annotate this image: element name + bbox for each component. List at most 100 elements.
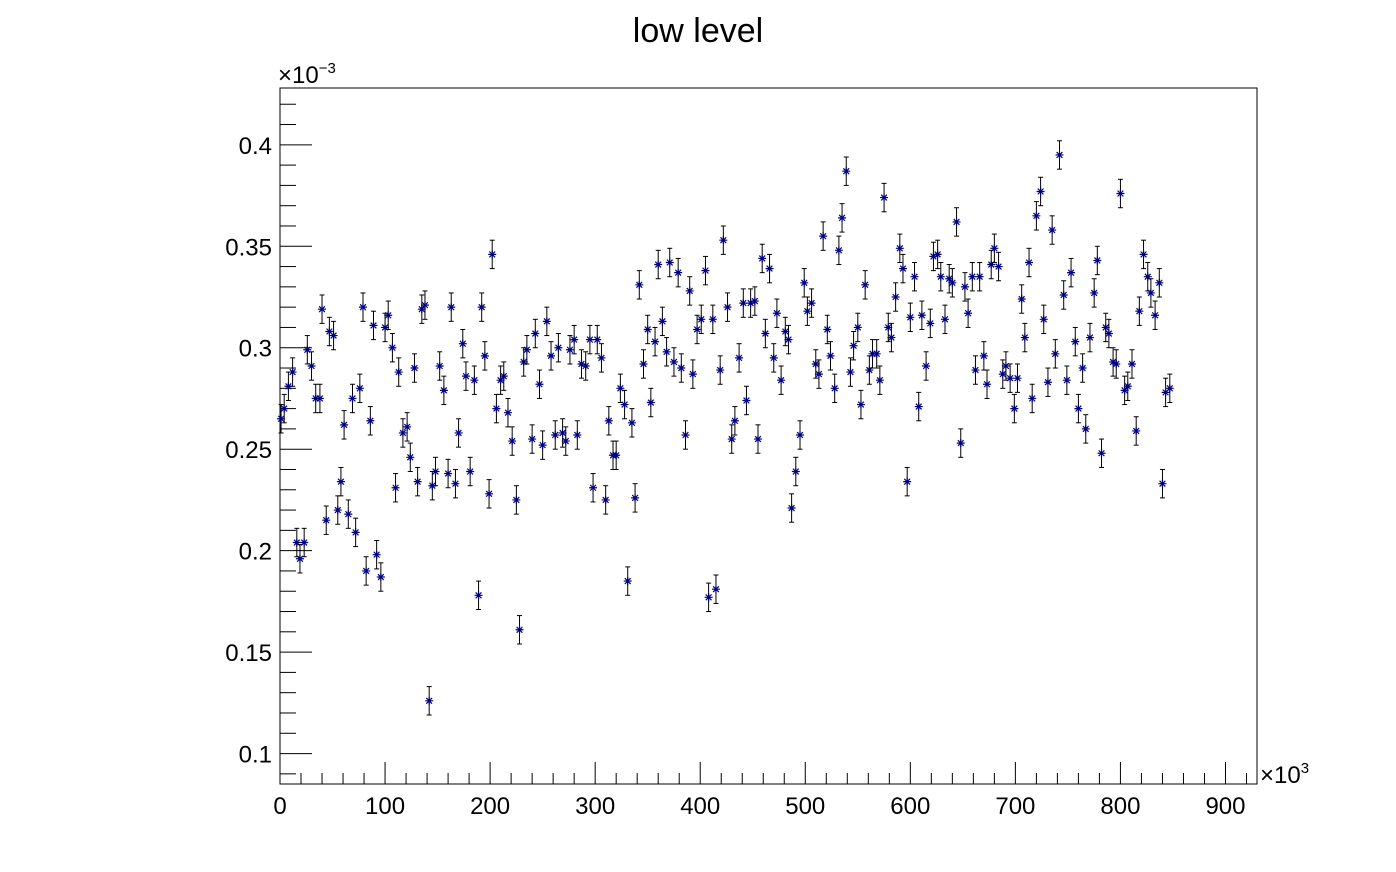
star-marker (492, 404, 501, 413)
data-point (280, 393, 289, 424)
star-marker (739, 299, 748, 308)
data-point (627, 408, 636, 438)
data-point (1104, 318, 1113, 349)
star-marker (444, 469, 453, 478)
data-point (1093, 245, 1102, 276)
star-marker (336, 477, 345, 486)
data-point (651, 326, 660, 357)
star-marker (926, 319, 935, 328)
star-marker (1090, 288, 1099, 297)
data-point (826, 341, 835, 371)
data-point (1101, 312, 1110, 343)
star-marker (787, 504, 796, 513)
star-marker (515, 625, 524, 634)
star-marker (704, 593, 713, 602)
star-marker (604, 416, 613, 425)
x-tick-label: 900 (1205, 793, 1245, 820)
data-point (842, 156, 851, 186)
star-marker (454, 428, 463, 437)
x-multiplier-exponent: 3 (1301, 760, 1309, 777)
star-marker (1055, 150, 1064, 159)
data-point (542, 306, 551, 337)
data-point (807, 288, 816, 318)
star-marker (956, 439, 965, 448)
data-point (1081, 414, 1090, 444)
star-marker (561, 437, 570, 446)
star-marker (372, 550, 381, 559)
star-marker (631, 493, 640, 502)
star-marker (593, 335, 602, 344)
star-marker (872, 349, 881, 358)
data-point (444, 458, 453, 489)
star-marker (597, 353, 606, 362)
star-marker (398, 428, 407, 437)
data-point (488, 239, 497, 270)
data-point (711, 574, 720, 604)
data-point (499, 361, 508, 391)
star-marker (1013, 374, 1022, 383)
data-point (420, 290, 429, 320)
data-point (654, 249, 663, 280)
y-tick-label: 0.1 (239, 742, 272, 769)
star-marker (428, 481, 437, 490)
data-point (968, 262, 977, 292)
data-point (853, 312, 862, 343)
data-point (635, 270, 644, 300)
data-point (403, 412, 412, 442)
data-point (971, 355, 980, 385)
data-point (551, 420, 560, 450)
data-point (485, 479, 494, 509)
data-point (906, 302, 915, 332)
star-marker (979, 351, 988, 360)
star-marker (1116, 189, 1125, 198)
data-point (351, 517, 360, 548)
star-marker (325, 327, 334, 336)
data-point (983, 369, 992, 399)
data-point (1161, 377, 1170, 408)
star-marker (499, 372, 508, 381)
data-point (781, 316, 790, 347)
data-point (658, 306, 667, 337)
data-point (758, 243, 767, 274)
star-marker (1025, 258, 1034, 267)
star-marker (303, 345, 312, 354)
data-point (391, 473, 400, 503)
data-point (474, 580, 483, 610)
data-point (693, 314, 702, 345)
star-marker (461, 372, 470, 381)
star-marker (570, 335, 579, 344)
star-marker (1081, 424, 1090, 433)
data-point (623, 566, 632, 596)
data-point (765, 253, 774, 284)
data-point (322, 505, 331, 535)
star-marker (914, 402, 923, 411)
data-point (1020, 322, 1029, 353)
data-point (880, 182, 889, 213)
star-marker (823, 325, 832, 334)
data-point (834, 235, 843, 266)
star-marker (814, 370, 823, 379)
star-marker (936, 272, 945, 281)
data-point (884, 312, 893, 343)
star-marker (952, 217, 961, 226)
data-point (994, 251, 1003, 282)
star-marker (742, 396, 751, 405)
data-point (646, 387, 655, 418)
data-point (573, 420, 582, 450)
data-point (926, 308, 935, 339)
star-marker (503, 408, 512, 417)
data-point (315, 383, 324, 414)
star-marker (716, 366, 725, 375)
data-point (1139, 239, 1148, 270)
star-marker (781, 327, 790, 336)
star-marker (292, 538, 301, 547)
y-axis-multiplier: ×10−3 (278, 60, 336, 89)
star-marker (280, 404, 289, 413)
star-marker (730, 416, 739, 425)
data-point (960, 272, 969, 302)
star-marker (1112, 359, 1121, 368)
data-point (372, 540, 381, 570)
data-point (1109, 347, 1118, 377)
star-marker (1001, 361, 1010, 370)
